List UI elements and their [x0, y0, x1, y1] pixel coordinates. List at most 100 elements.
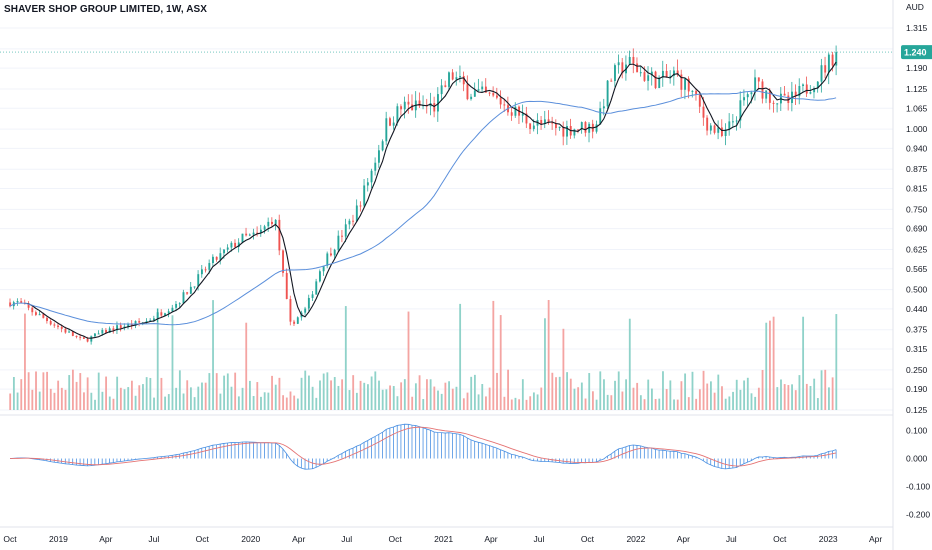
volume-bar	[466, 392, 469, 410]
candle-body	[728, 121, 731, 130]
candle-body	[289, 299, 292, 322]
volume-bar	[352, 375, 355, 410]
candle-body	[824, 65, 827, 73]
volume-bar	[802, 316, 805, 410]
volume-bar	[599, 371, 602, 410]
signal-line	[9, 426, 837, 467]
volume-bar	[647, 379, 650, 410]
volume-bar	[739, 389, 742, 410]
candle-body	[105, 329, 107, 333]
candle-body	[455, 77, 458, 80]
volume-bar	[9, 393, 12, 410]
time-tick-label: Apr	[99, 534, 112, 544]
volume-bar	[79, 373, 82, 410]
candle-body	[588, 123, 591, 133]
volume-bar	[282, 395, 285, 410]
volume-bar	[610, 395, 613, 410]
candle-body	[138, 321, 141, 323]
volume-bar	[212, 300, 214, 410]
candle-body	[580, 122, 583, 130]
candle-body	[82, 337, 85, 339]
volume-bar	[97, 372, 100, 410]
volume-bar	[706, 383, 709, 410]
candle-body	[326, 253, 329, 266]
time-tick-label: Jul	[726, 534, 737, 544]
volume-bar	[580, 382, 583, 410]
volume-bar	[64, 389, 67, 410]
candle-body	[304, 308, 307, 313]
volume-bar	[783, 384, 786, 410]
volume-bar	[824, 369, 827, 410]
candle-body	[809, 92, 812, 94]
candle-body	[271, 221, 273, 225]
candle-body	[130, 323, 133, 326]
volume-bar	[499, 315, 502, 410]
volume-bar	[407, 311, 410, 410]
candle-body	[411, 104, 414, 111]
volume-bar	[477, 394, 480, 410]
time-tick-label: Jul	[148, 534, 159, 544]
candle-body	[643, 72, 646, 81]
time-tick-label: Oct	[581, 534, 595, 544]
time-tick-label: Oct	[3, 534, 17, 544]
volume-bar	[234, 372, 237, 410]
volume-bar	[728, 396, 731, 410]
volume-bar	[116, 376, 119, 410]
volume-bar	[798, 375, 801, 410]
candle-body	[805, 84, 808, 94]
volume-bar	[577, 387, 580, 410]
volume-bar	[492, 300, 495, 410]
time-tick-label: 2020	[241, 534, 260, 544]
candle-body	[488, 92, 491, 94]
candle-body	[341, 235, 344, 237]
volume-bar	[311, 386, 314, 410]
volume-bar	[16, 392, 19, 410]
volume-bar	[724, 398, 727, 410]
volume-bar	[614, 380, 616, 410]
volume-bar	[153, 397, 155, 410]
candle-body	[802, 84, 805, 87]
candle-body	[355, 205, 358, 222]
macd-tick-label: -0.100	[906, 481, 930, 491]
volume-bar	[278, 377, 281, 410]
candle-body	[466, 84, 469, 100]
volume-bar	[156, 308, 159, 410]
volume-bar	[245, 322, 248, 410]
candle-body	[772, 102, 775, 104]
macd-tick-label: 0.000	[906, 454, 928, 464]
candle-body	[783, 93, 786, 96]
candle-body	[658, 77, 661, 89]
candle-body	[42, 314, 45, 318]
candle-body	[816, 81, 819, 89]
candle-body	[492, 93, 495, 96]
volume-bar	[164, 396, 167, 410]
candle-body	[219, 253, 222, 260]
time-tick-label: Apr	[677, 534, 690, 544]
volume-bar	[584, 398, 587, 410]
volume-bar	[322, 373, 325, 410]
candle-body	[112, 328, 115, 331]
volume-bar	[138, 385, 141, 410]
volume-bar	[776, 387, 779, 410]
candle-body	[820, 65, 823, 82]
volume-bar	[226, 373, 229, 410]
candle-body	[639, 72, 642, 74]
price-tick-label: 0.815	[906, 184, 928, 194]
candle-body	[831, 54, 834, 66]
candle-body	[182, 292, 185, 304]
macd-tick-label: -0.200	[906, 509, 930, 519]
candle-body	[396, 106, 399, 123]
volume-bar	[241, 387, 244, 410]
volume-bar	[204, 382, 207, 410]
candle-body	[462, 76, 465, 85]
volume-bar	[53, 392, 56, 410]
volume-bar	[411, 396, 414, 410]
volume-bar	[359, 380, 362, 410]
candle-body	[167, 311, 170, 314]
volume-bar	[540, 387, 543, 410]
volume-bar	[319, 380, 321, 410]
volume-bar	[86, 377, 89, 410]
volume-bar	[794, 390, 797, 410]
candle-body	[647, 75, 650, 81]
